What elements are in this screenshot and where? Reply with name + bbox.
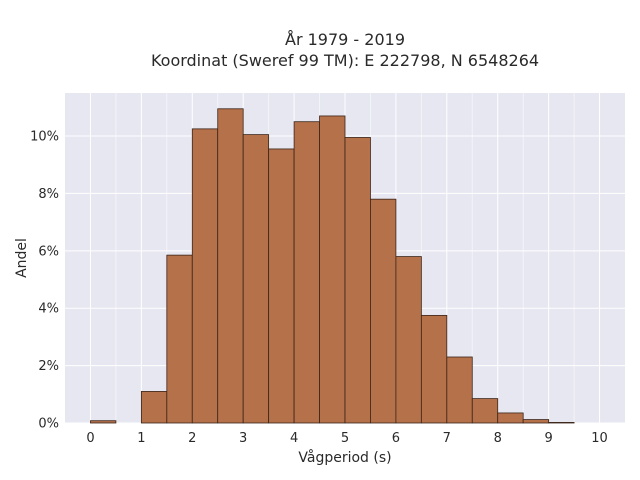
y-tick-label: 8% (38, 187, 59, 202)
chart-title-line2: Koordinat (Sweref 99 TM): E 222798, N 65… (151, 51, 539, 70)
y-axis-label: Andel (14, 238, 30, 278)
bars-layer (90, 108, 575, 424)
histogram-bar (522, 419, 550, 424)
histogram-bar (242, 134, 270, 424)
x-axis-label: Vågperiod (s) (298, 449, 391, 466)
histogram-bar (140, 391, 168, 424)
x-tick-label: 0 (86, 431, 94, 446)
histogram-bar (268, 148, 295, 424)
histogram-bar (420, 314, 448, 424)
y-tick-label: 6% (38, 244, 59, 259)
histogram-bar (217, 108, 244, 424)
histogram-bar (344, 137, 371, 424)
y-tick-labels: 0% 2% 4% 6% 8% 10% (30, 130, 59, 432)
y-tick-label: 2% (38, 359, 59, 374)
x-tick-label: 7 (443, 431, 451, 446)
histogram-bar (191, 128, 219, 424)
x-tick-label: 9 (544, 431, 552, 446)
histogram-bar (471, 398, 499, 424)
y-tick-label: 10% (30, 130, 59, 145)
x-tick-label: 3 (239, 431, 247, 446)
histogram-bar (497, 412, 524, 424)
histogram-bar (370, 198, 397, 424)
x-tick-label: 10 (591, 431, 608, 446)
histogram-bar (293, 121, 320, 424)
x-tick-label: 8 (494, 431, 502, 446)
x-tick-labels: 0 1 2 3 4 5 6 7 8 9 10 (86, 431, 608, 446)
histogram-bar (446, 356, 473, 424)
histogram-bar (548, 422, 575, 424)
x-tick-label: 1 (137, 431, 145, 446)
x-tick-label: 6 (392, 431, 400, 446)
x-tick-label: 4 (290, 431, 298, 446)
histogram-bar (90, 420, 117, 424)
y-tick-label: 4% (38, 302, 59, 317)
y-tick-label: 0% (38, 417, 59, 432)
histogram-bar (395, 256, 422, 424)
histogram-bar (166, 254, 193, 424)
histogram-bar (319, 115, 346, 424)
x-tick-label: 2 (188, 431, 196, 446)
chart-title-line1: År 1979 - 2019 (285, 30, 405, 49)
x-tick-label: 5 (341, 431, 349, 446)
